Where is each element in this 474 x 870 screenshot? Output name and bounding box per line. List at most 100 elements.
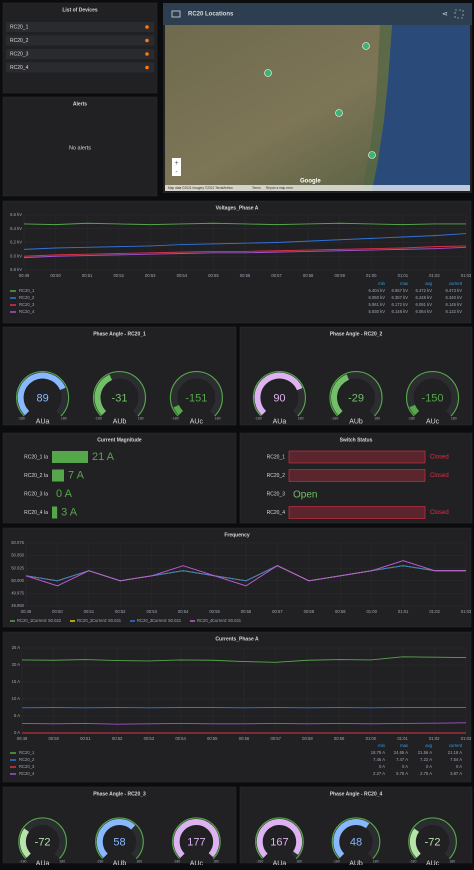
- gauge-value-label: 58: [113, 837, 125, 849]
- device-status: [145, 52, 149, 56]
- y-tick-label: 49.950: [11, 603, 24, 608]
- legend-value: 2.27 A: [373, 771, 385, 776]
- legend-value: 6.473 kV: [445, 288, 462, 293]
- y-tick-label: 49.975: [11, 591, 24, 596]
- x-tick-label: 00:51: [80, 736, 91, 741]
- x-tick-label: 00:49: [21, 609, 32, 614]
- legend-name[interactable]: RC20_4: [19, 771, 35, 776]
- legend-name[interactable]: RC20_2: [19, 757, 35, 762]
- bar-value-label: 7 A: [68, 469, 85, 481]
- legend-name[interactable]: RC20_1: [19, 750, 35, 755]
- gauge-max: 180: [374, 417, 380, 421]
- gauge-name: AUc: [190, 860, 204, 865]
- legend-value: 5.76 A: [396, 771, 408, 776]
- x-tick-label: 00:54: [177, 273, 188, 278]
- legend-name[interactable]: RC20_4: [19, 309, 35, 314]
- legend-value: 0 A: [426, 764, 432, 769]
- x-tick-label: 00:50: [52, 609, 63, 614]
- device-name: RC20_2: [10, 38, 29, 44]
- gauge-max: 180: [215, 417, 221, 421]
- legend-name[interactable]: RC20_4: [197, 618, 213, 623]
- share-icon[interactable]: ⋖: [442, 11, 448, 18]
- x-tick-label: 00:49: [17, 736, 28, 741]
- x-tick-label: 01:02: [429, 273, 440, 278]
- panel-title: Frequency: [224, 532, 250, 538]
- y-tick-label: 20 A: [12, 662, 21, 667]
- legend-name[interactable]: RC20_2: [77, 618, 93, 623]
- y-tick-label: 50.000: [11, 578, 24, 583]
- x-tick-label: 00:53: [145, 273, 156, 278]
- panel: [3, 3, 157, 93]
- gauge-min: -180: [96, 859, 103, 863]
- gauge-value-label: 90: [273, 392, 285, 404]
- legend-value: 6.557 kV: [391, 288, 408, 293]
- legend-name[interactable]: RC20_3: [19, 302, 35, 307]
- device-name: RC20_3: [10, 51, 29, 57]
- gauge-max: 180: [138, 417, 144, 421]
- gauge-min: -180: [173, 859, 180, 863]
- map-report[interactable]: Report a map error: [266, 186, 294, 190]
- bar-label: RC20_1 Ia: [24, 454, 48, 460]
- bar-label: RC20_4 Ia: [24, 510, 48, 516]
- gauge-value-label: -150: [422, 392, 444, 404]
- legend-value: 21.18 A: [448, 750, 462, 755]
- map-title: RC20 Locations: [188, 12, 234, 18]
- y-tick-label: 50.050: [11, 553, 24, 558]
- gauge-min: -180: [172, 417, 179, 421]
- map-terms[interactable]: Terms: [252, 186, 261, 190]
- device-status: [145, 39, 149, 43]
- x-tick-label: 01:00: [366, 273, 377, 278]
- y-tick-label: 5.8 kV: [10, 267, 22, 272]
- gauge-min: -180: [331, 417, 338, 421]
- x-tick-label: 00:57: [271, 273, 282, 278]
- switch-state: Closed: [430, 455, 449, 461]
- legend-name[interactable]: RC20_1: [17, 618, 33, 623]
- switch-state: Closed: [430, 510, 449, 516]
- legend-value: 5.961 kV: [368, 302, 385, 307]
- legend-value: 6.404 kV: [368, 288, 385, 293]
- bar-value-label: 3 A: [61, 506, 78, 518]
- legend-name[interactable]: RC20_1: [19, 288, 35, 293]
- legend-name[interactable]: RC20_2: [19, 295, 35, 300]
- y-tick-label: 6.0 kV: [10, 253, 22, 258]
- x-tick-label: 00:58: [303, 273, 314, 278]
- x-tick-label: 00:59: [334, 273, 345, 278]
- x-tick-label: 00:57: [272, 609, 283, 614]
- legend-value: 5.930 kV: [368, 309, 385, 314]
- legend-value: 6.472 kV: [415, 288, 432, 293]
- legend-name[interactable]: RC20_3: [19, 764, 35, 769]
- gauge-value-label: -72: [425, 837, 441, 849]
- panel-title: Currents_Phase A: [215, 636, 259, 642]
- legend-value: 6.132 kV: [445, 309, 462, 314]
- map-marker[interactable]: [369, 152, 376, 159]
- switch-state: Closed: [430, 473, 449, 479]
- panel-title: Phase Angle - RC20_1: [93, 331, 146, 337]
- map-marker[interactable]: [265, 70, 272, 77]
- legend-header: avg: [425, 281, 432, 286]
- x-tick-label: 01:01: [397, 736, 408, 741]
- x-tick-label: 00:55: [208, 273, 219, 278]
- bar-value-label: 21 A: [92, 451, 115, 463]
- gauge-min: -180: [333, 859, 340, 863]
- gauge-name: AUa: [36, 860, 50, 865]
- y-tick-label: 0 A: [14, 730, 20, 735]
- gauge-name: AUa: [273, 418, 287, 425]
- legend-header: avg: [425, 743, 432, 748]
- map-marker[interactable]: [363, 43, 370, 50]
- gauge-name: AUb: [113, 418, 127, 425]
- legend-value: 3.87 A: [450, 771, 462, 776]
- legend-current: Current: 50.022: [32, 618, 62, 623]
- panel-title: Phase Angle - RC20_3: [93, 791, 146, 797]
- zoom-in[interactable]: +: [174, 160, 178, 167]
- legend-header: current: [449, 281, 463, 286]
- x-tick-label: 01:02: [429, 736, 440, 741]
- bar-label: RC20_3 Ia: [24, 491, 48, 497]
- switch-indicator: [289, 451, 425, 463]
- legend-name[interactable]: RC20_3: [137, 618, 153, 623]
- map-marker[interactable]: [336, 110, 343, 117]
- x-tick-label: 00:52: [113, 273, 124, 278]
- switch-indicator: [289, 507, 425, 519]
- legend-header: min: [378, 743, 385, 748]
- bar: [52, 470, 64, 482]
- gauge-name: AUc: [190, 418, 204, 425]
